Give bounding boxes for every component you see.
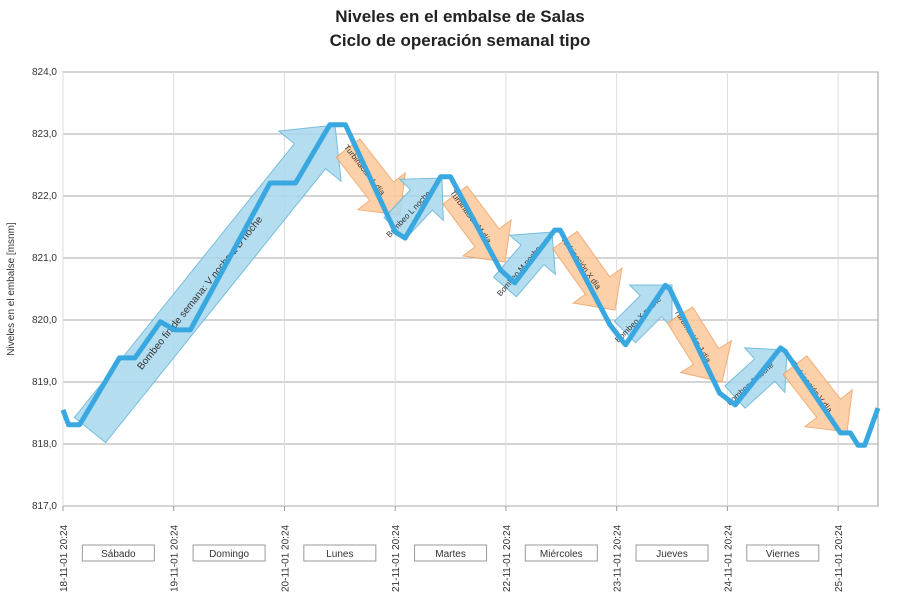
chart-title: Niveles en el embalse de Salas	[335, 7, 584, 26]
day-box	[414, 544, 488, 562]
day-label: Martes	[435, 549, 466, 560]
day-label: Sábado	[101, 549, 136, 560]
y-tick-label: 821,0	[32, 253, 57, 264]
x-tick-label: 18-11-01 20:24	[59, 524, 70, 592]
x-tick-label: 24-11-01 20:24	[723, 524, 734, 592]
x-tick-label: 25-11-01 20:24	[834, 524, 845, 592]
y-tick-label: 823,0	[32, 129, 57, 140]
y-axis-label: Niveles en el embalse [msnm]	[6, 222, 17, 356]
day-box	[746, 544, 820, 562]
day-label: Miércoles	[540, 549, 583, 560]
day-label: Domingo	[209, 549, 249, 560]
day-label: Lunes	[326, 549, 353, 560]
day-label: Jueves	[656, 549, 688, 560]
day-box	[635, 544, 709, 562]
data-line	[60, 122, 881, 448]
y-tick-label: 817,0	[32, 501, 57, 512]
turbine-arrow	[666, 306, 733, 383]
day-label: Viernes	[766, 549, 800, 560]
x-tick-label: 20-11-01 20:24	[280, 524, 291, 592]
y-tick-label: 820,0	[32, 315, 57, 326]
x-tick-label: 19-11-01 20:24	[170, 524, 181, 592]
day-box	[192, 544, 266, 562]
y-tick-label: 819,0	[32, 377, 57, 388]
x-tick-label: 23-11-01 20:24	[613, 524, 624, 592]
chart-subtitle: Ciclo de operación semanal tipo	[330, 31, 591, 50]
y-tick-label: 818,0	[32, 439, 57, 450]
day-box	[524, 544, 598, 562]
y-tick-label: 822,0	[32, 191, 57, 202]
day-box	[81, 544, 155, 562]
x-tick-label: 22-11-01 20:24	[502, 524, 513, 592]
day-box	[303, 544, 377, 562]
x-tick-label: 21-11-01 20:24	[391, 524, 402, 592]
y-tick-label: 824,0	[32, 67, 57, 78]
